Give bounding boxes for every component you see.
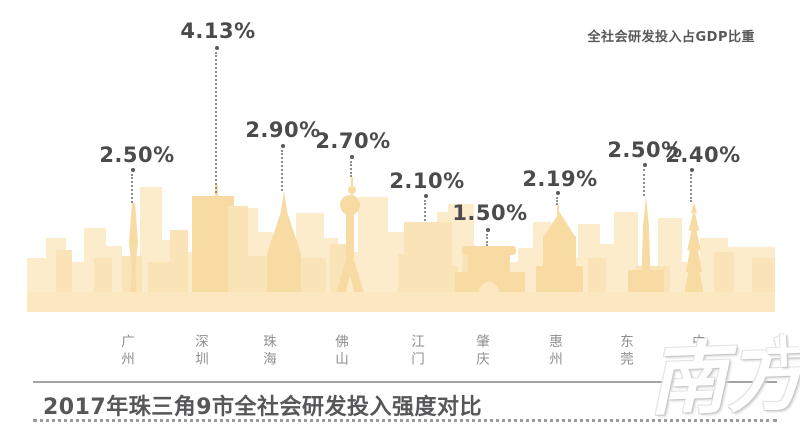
pointer-line	[643, 169, 645, 196]
landmark-pearl-small-ball	[348, 186, 356, 194]
pointer-dot	[131, 168, 135, 172]
value-label-zhaoqing: 1.50%	[452, 201, 528, 225]
value-label-foshan: 2.70%	[315, 129, 391, 153]
city-label-zhaoqing: 肇庆	[473, 334, 489, 369]
city-label-foshan: 佛山	[332, 334, 348, 369]
pointer-dot	[643, 163, 647, 167]
city-label-zhuhai: 珠海	[260, 334, 276, 369]
city-label-dongguan: 东莞	[617, 334, 633, 369]
city-label-guangzhou: 广州	[118, 334, 134, 369]
landmark-pearl-big-ball	[340, 195, 360, 215]
plus-icon: +	[760, 318, 800, 381]
pointer-dot	[556, 191, 560, 195]
landmark-pearl-column	[346, 212, 354, 258]
chart-subtitle: 全社会研发投入占GDP比重	[587, 30, 755, 45]
pointer-line	[690, 174, 692, 202]
nanfang-plus-watermark: 南方 +	[643, 318, 800, 447]
watermark-text: 南方	[647, 330, 800, 427]
pointer-line	[424, 200, 426, 221]
value-label-guangzhou: 2.50%	[99, 143, 175, 167]
value-label-zhuhai: 2.90%	[245, 118, 321, 142]
pointer-line	[486, 234, 488, 246]
pointer-line	[556, 197, 558, 205]
landmark-canton-tower	[129, 203, 138, 312]
pointer-dot	[215, 46, 219, 50]
city-label-zhongshan: 中山	[689, 334, 705, 369]
value-label-shenzhen: 4.13%	[180, 19, 256, 43]
pointer-line	[215, 52, 217, 193]
city-label-shenzhen: 深圳	[192, 334, 208, 369]
pointer-dot	[690, 168, 694, 172]
footer-rule-solid	[33, 381, 777, 383]
value-label-zhongshan: 2.40%	[665, 143, 741, 167]
pointer-line	[131, 174, 133, 203]
landmark-dongguan-tower	[640, 196, 652, 312]
value-label-dongguan: 2.50%	[607, 138, 683, 162]
pointer-line	[281, 150, 283, 191]
skyline-building	[170, 230, 188, 312]
landmark-zhaoqing-gate-roof	[462, 246, 516, 255]
value-label-jiangmen: 2.10%	[389, 169, 465, 193]
pointer-dot	[486, 228, 490, 232]
landmark-shenzhen-step	[228, 206, 248, 312]
pointer-line	[350, 161, 352, 177]
pointer-dot	[424, 194, 428, 198]
footer-rule-dotted	[33, 419, 777, 422]
landmark-huizhou-spire	[557, 205, 559, 215]
city-label-jiangmen: 江门	[408, 334, 424, 369]
skyline-base	[27, 292, 775, 312]
pointer-dot	[281, 144, 285, 148]
city-label-huizhou: 惠州	[546, 334, 562, 369]
pointer-dot	[350, 155, 354, 159]
value-label-huizhou: 2.19%	[522, 167, 598, 191]
page-title: 2017年珠三角9市全社会研发投入强度对比	[43, 395, 483, 420]
